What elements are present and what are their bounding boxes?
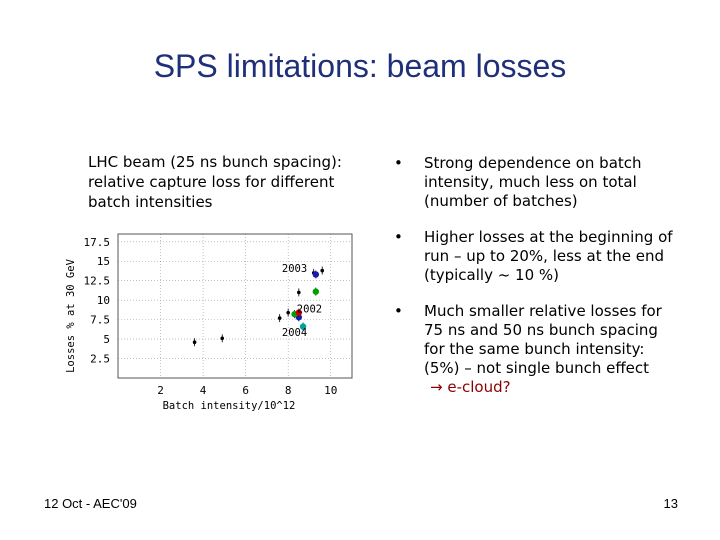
data-point (192, 340, 197, 344)
bullet-text: Much smaller relative losses for 75 ns a… (424, 302, 662, 358)
tick-labels: 2.5 5 7.5 10 12.5 15 17.5 2 4 6 8 10 (84, 236, 338, 397)
data-point (312, 271, 320, 278)
data-point (286, 310, 290, 315)
bullet-dot-icon: • (394, 302, 403, 320)
y-axis-label: Losses % at 30 GeV (65, 258, 77, 372)
x-tick-label: 4 (200, 384, 207, 397)
data-point (297, 290, 301, 295)
x-tick-label: 2 (157, 384, 164, 397)
bullet-text: Higher losses at the beginning of run – … (424, 228, 673, 284)
x-tick-label: 6 (242, 384, 249, 397)
data-point (220, 336, 225, 341)
ecloud-conclusion: → e-cloud? (430, 378, 511, 396)
data-point (295, 309, 303, 316)
bullet-item: • Much smaller relative losses for 75 ns… (392, 302, 682, 397)
year-annotations: 2003 2002 2004 (282, 263, 322, 339)
bullet-extra-text: (5%) – not single bunch effect (424, 359, 650, 377)
y-tick-label: 5 (103, 333, 110, 346)
year-annotation: 2004 (282, 327, 307, 339)
bullet-text: Strong dependence on batch intensity, mu… (424, 154, 642, 210)
data-point (277, 316, 282, 320)
bullet-dot-icon: • (394, 154, 403, 172)
y-tick-label: 2.5 (90, 353, 110, 366)
x-tick-label: 10 (324, 384, 337, 397)
year-annotation: 2003 (282, 263, 307, 275)
bullet-dot-icon: • (394, 228, 403, 246)
chart-grid (118, 234, 352, 378)
y-tick-label: 7.5 (90, 314, 110, 327)
y-tick-label: 15 (97, 255, 110, 268)
year-annotation: 2002 (297, 304, 322, 316)
chart-caption: LHC beam (25 ns bunch spacing): relative… (88, 153, 342, 211)
data-point (320, 268, 325, 273)
x-tick-label: 8 (285, 384, 292, 397)
bullet-list: • Strong dependence on batch intensity, … (392, 154, 682, 414)
loss-vs-intensity-chart: 2.5 5 7.5 10 12.5 15 17.5 2 4 6 8 10 2003 2002 2004 B… (65, 233, 353, 412)
bullet-item: • Strong dependence on batch intensity, … (392, 154, 682, 211)
y-tick-label: 10 (97, 294, 110, 307)
x-axis-label: Batch intensity/10^12 (163, 400, 296, 412)
y-tick-label: 12.5 (84, 275, 111, 288)
data-points (192, 266, 325, 347)
slide-title: SPS limitations: beam losses (153, 48, 567, 84)
footer-date: 12 Oct - AEC'09 (44, 496, 137, 511)
y-tick-label: 17.5 (84, 236, 111, 249)
plot-frame (117, 233, 353, 379)
data-point (299, 323, 307, 330)
bullet-item: • Higher losses at the beginning of run … (392, 228, 682, 285)
page-number: 13 (663, 496, 678, 511)
data-point (312, 288, 320, 295)
